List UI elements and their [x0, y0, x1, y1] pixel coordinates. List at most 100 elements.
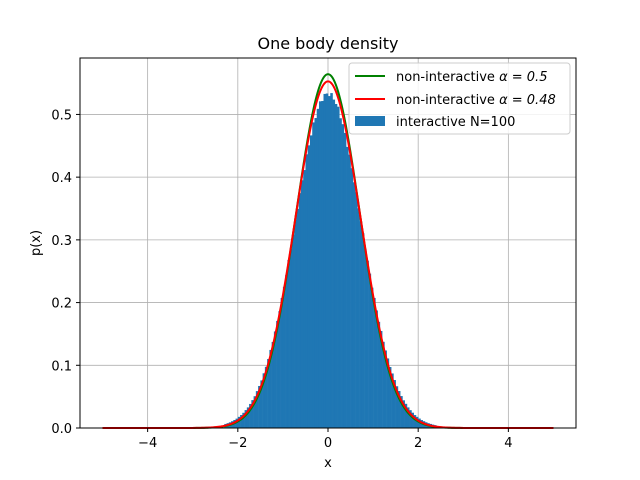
histogram-bar	[253, 396, 257, 428]
histogram-bar	[406, 407, 410, 428]
histogram-bar	[368, 273, 372, 428]
x-tick-label: 0	[324, 436, 332, 451]
histogram-bar	[328, 96, 331, 428]
y-tick-label: 0.2	[51, 297, 72, 312]
histogram-bar	[285, 274, 288, 428]
histogram-bar	[251, 400, 254, 428]
histogram-bar	[341, 124, 345, 428]
histogram-bar	[287, 259, 290, 428]
histogram-bar	[343, 132, 347, 429]
histogram-bar	[316, 108, 320, 428]
histogram-bar	[312, 122, 315, 428]
histogram-bar	[377, 321, 381, 428]
histogram-bar	[348, 154, 351, 428]
y-tick-label: 0.5	[51, 108, 72, 123]
x-axis-label: x	[324, 456, 332, 471]
histogram-bar	[240, 415, 243, 428]
histogram-bar	[346, 146, 349, 428]
histogram-bar	[357, 208, 360, 428]
y-tick-label: 0.1	[51, 359, 72, 374]
legend-label-alpha-048-prefix: non-interactive	[396, 93, 499, 108]
y-axis-label: p(x)	[29, 230, 44, 256]
histogram-bar	[325, 93, 329, 429]
histogram-bar	[303, 170, 306, 429]
histogram-bar	[370, 287, 374, 428]
histogram-bar	[409, 410, 412, 428]
histogram-bar	[355, 192, 358, 428]
histogram-bar	[244, 410, 248, 428]
histogram-bar	[314, 118, 318, 429]
legend-label-alpha-048: non-interactive α = 0.48	[396, 93, 556, 108]
histogram-bar	[382, 341, 385, 428]
legend-box	[348, 62, 571, 135]
histogram-bar	[386, 358, 390, 428]
legend-label-interactive: interactive N=100	[396, 115, 515, 130]
legend-label-alpha-05: non-interactive α = 0.5	[396, 70, 547, 85]
histogram-bar	[361, 233, 365, 428]
histogram-bar	[307, 145, 311, 428]
histogram-bar	[300, 180, 304, 428]
histogram-bar	[294, 219, 297, 428]
histogram-bar	[415, 416, 419, 428]
histogram-bar	[318, 101, 322, 429]
histogram-bar	[267, 358, 270, 428]
histogram-bar	[373, 297, 376, 428]
legend-label-alpha-05-prefix: non-interactive	[396, 70, 499, 85]
histogram-bar	[334, 103, 338, 429]
histogram-bar	[400, 396, 403, 428]
histogram-bar	[393, 380, 396, 428]
histogram-bar	[352, 182, 356, 428]
histogram-bar	[280, 297, 284, 428]
histogram-bar	[339, 118, 342, 428]
histogram-bar	[323, 93, 327, 428]
histogram-bar	[337, 106, 340, 428]
histogram-bar	[289, 248, 293, 428]
x-tick-label: −4	[138, 436, 157, 451]
histogram-bar	[391, 373, 394, 428]
histogram-bar	[402, 400, 405, 428]
histogram-bar	[298, 193, 302, 428]
histogram-bar	[264, 366, 268, 428]
histogram-bar	[276, 320, 279, 428]
histogram-bar	[255, 391, 259, 428]
histogram-bar	[260, 380, 263, 428]
histogram-bar	[235, 418, 239, 428]
histogram-bars	[224, 93, 437, 429]
y-tick-label: 0.0	[51, 422, 72, 437]
histogram-bar	[359, 221, 363, 428]
histogram-bar	[282, 286, 286, 428]
histogram-bar	[411, 412, 414, 428]
histogram-bar	[237, 416, 241, 428]
x-tick-label: 4	[504, 436, 512, 451]
y-tick-label: 0.4	[51, 171, 72, 186]
histogram-bar	[375, 310, 378, 428]
histogram-bar	[246, 407, 250, 428]
histogram-bar	[395, 386, 399, 428]
histogram-bar	[271, 341, 275, 428]
legend-label-alpha-048-math: α = 0.48	[499, 93, 556, 108]
histogram-bar	[273, 331, 277, 428]
histogram-bar	[258, 385, 261, 428]
histogram-bar	[364, 249, 367, 428]
histogram-bar	[242, 412, 245, 428]
histogram-bar	[332, 99, 336, 428]
histogram-bar	[388, 367, 392, 428]
legend-label-alpha-05-math: α = 0.5	[499, 70, 547, 85]
histogram-bar	[309, 135, 313, 428]
histogram-bar	[379, 330, 383, 428]
histogram-bar	[249, 403, 252, 428]
histogram-bar	[278, 311, 281, 428]
histogram-bar	[262, 373, 266, 428]
histogram-bar	[366, 260, 369, 428]
histogram-bar	[384, 350, 387, 428]
histogram-bar	[397, 391, 401, 428]
histogram-bar	[321, 100, 324, 429]
histogram-bar	[413, 415, 417, 428]
x-tick-label: 2	[414, 436, 422, 451]
histogram-bar	[296, 208, 299, 428]
histogram-bar	[330, 93, 333, 428]
x-axis-ticks: −4 −2 0 2 4	[138, 428, 513, 451]
legend-swatch-blue	[355, 116, 385, 126]
legend: non-interactive α = 0.5 non-interactive …	[348, 62, 571, 135]
